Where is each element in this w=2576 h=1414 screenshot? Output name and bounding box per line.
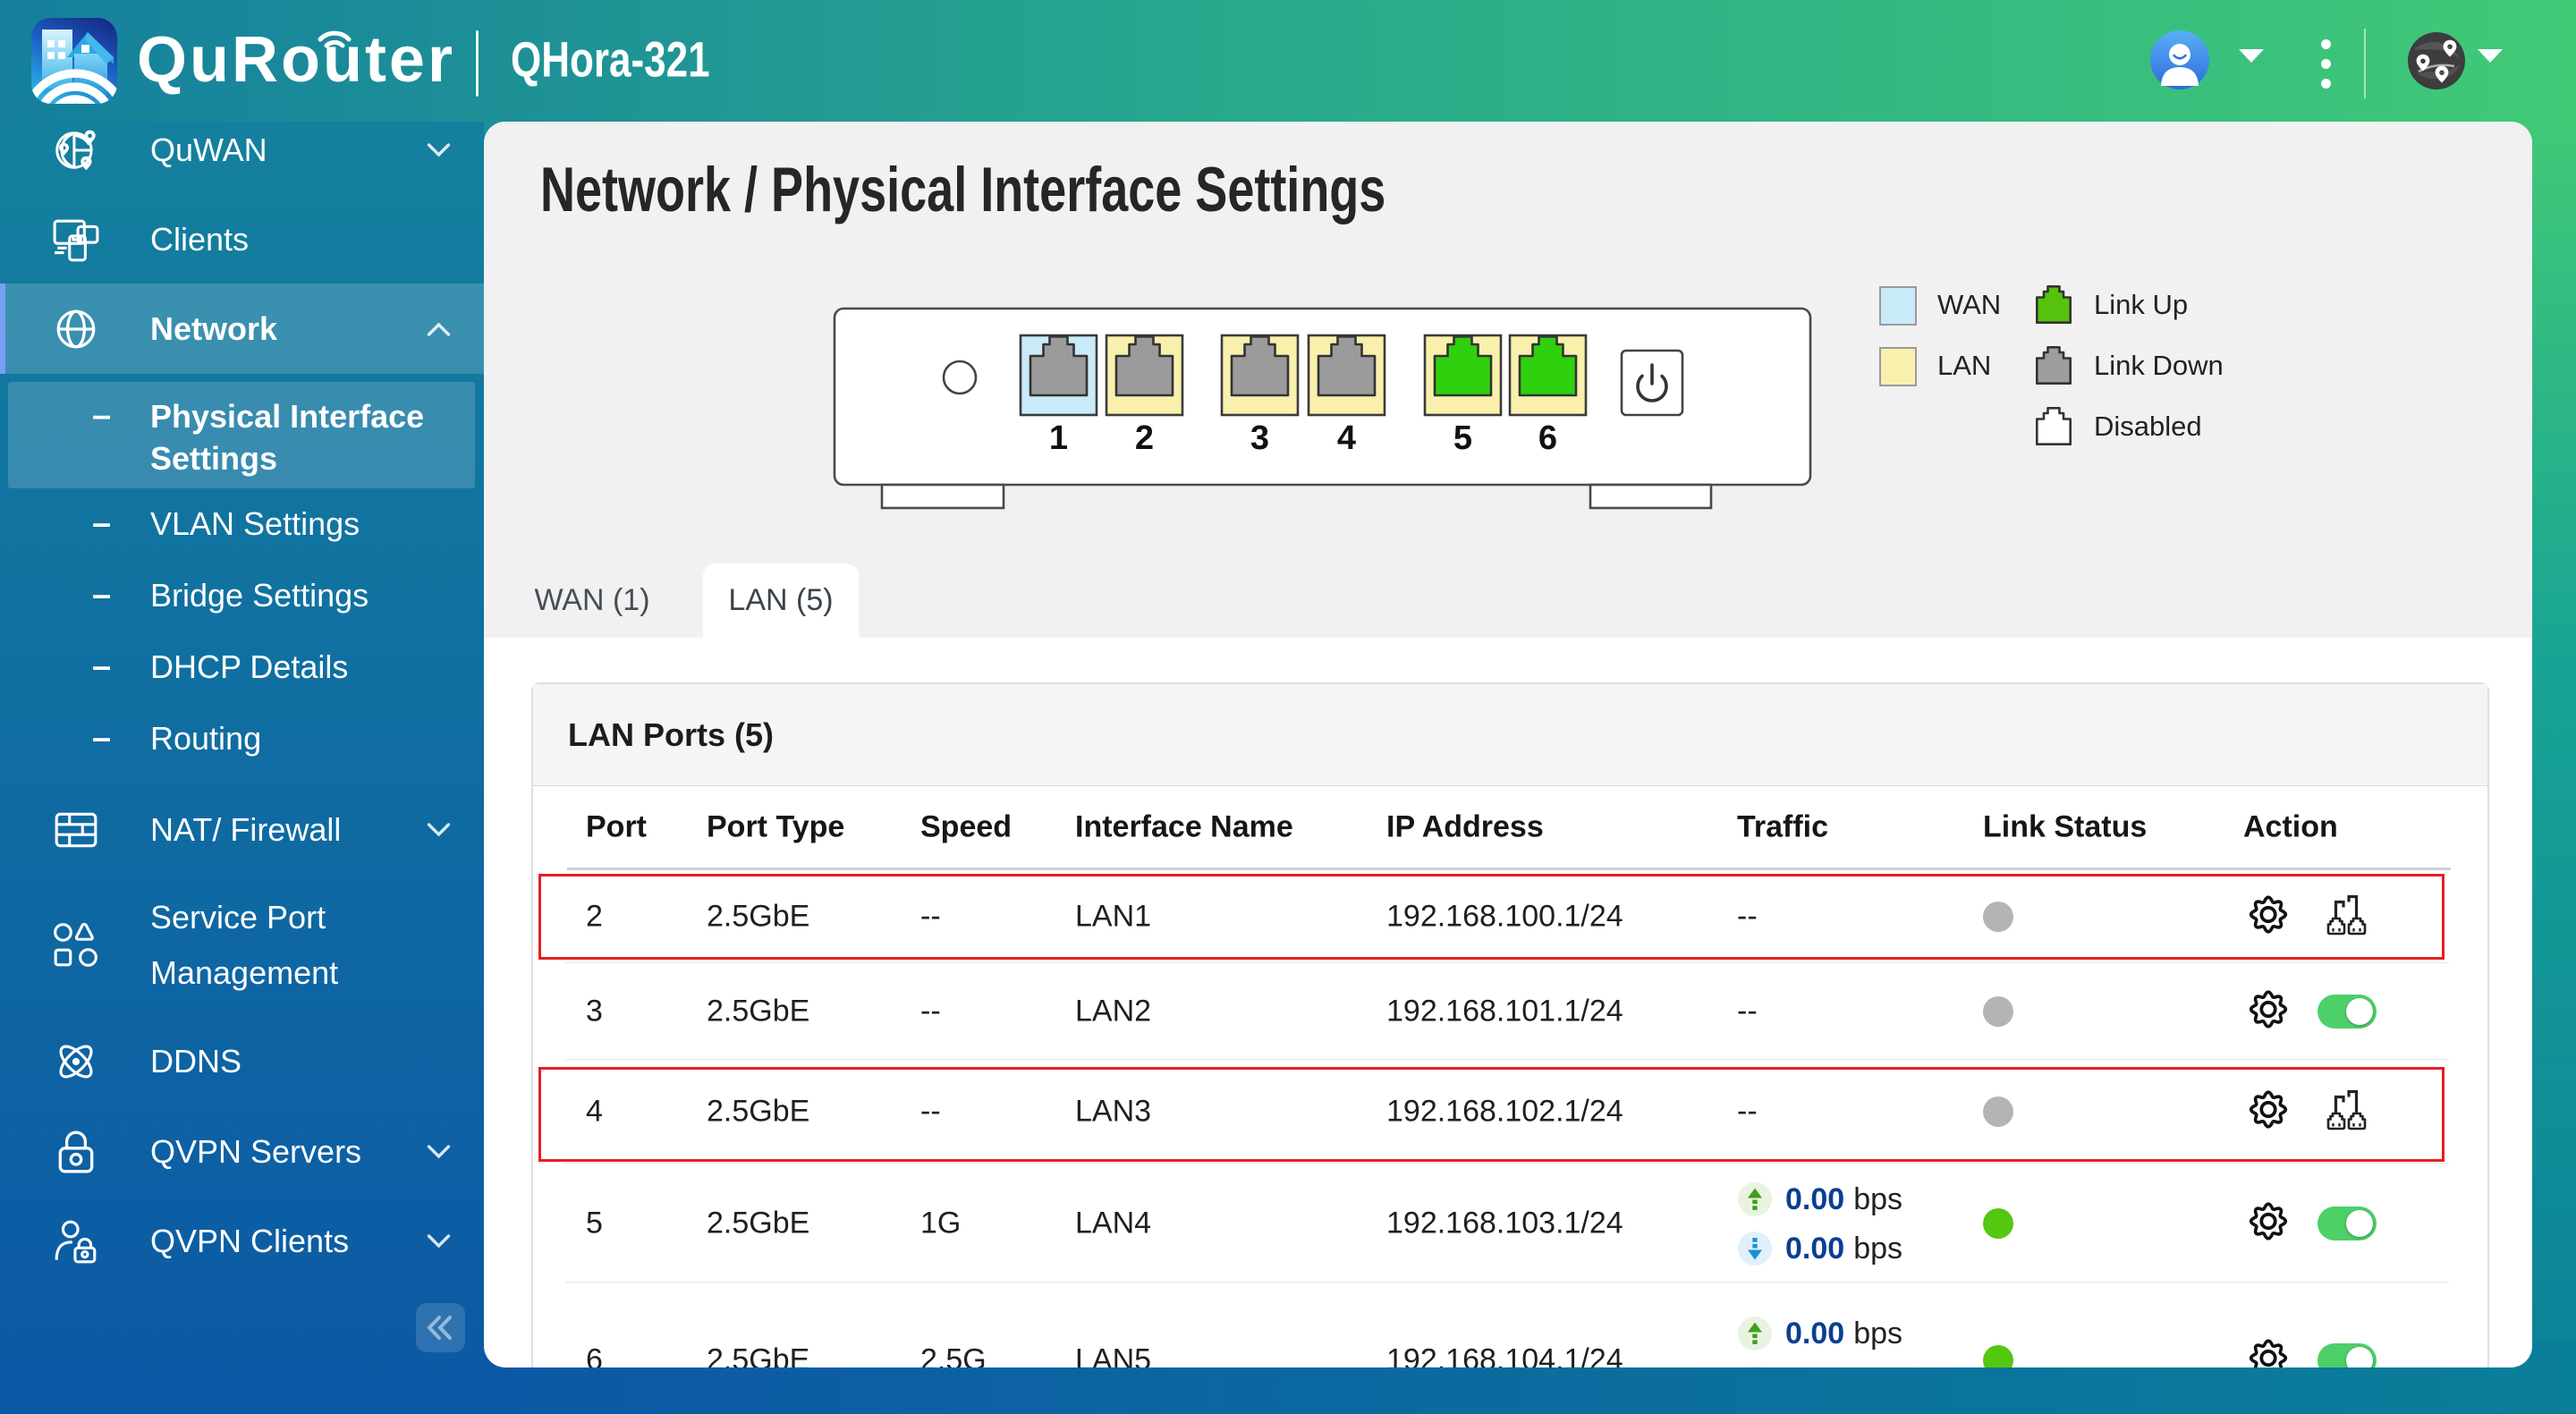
svg-text:1: 1 <box>1049 419 1068 457</box>
svg-text:2: 2 <box>1135 419 1154 457</box>
svg-text:3: 3 <box>1250 419 1269 457</box>
svg-text:5: 5 <box>1453 419 1472 457</box>
svg-text:6: 6 <box>1538 419 1557 457</box>
svg-text:4: 4 <box>1337 419 1356 457</box>
